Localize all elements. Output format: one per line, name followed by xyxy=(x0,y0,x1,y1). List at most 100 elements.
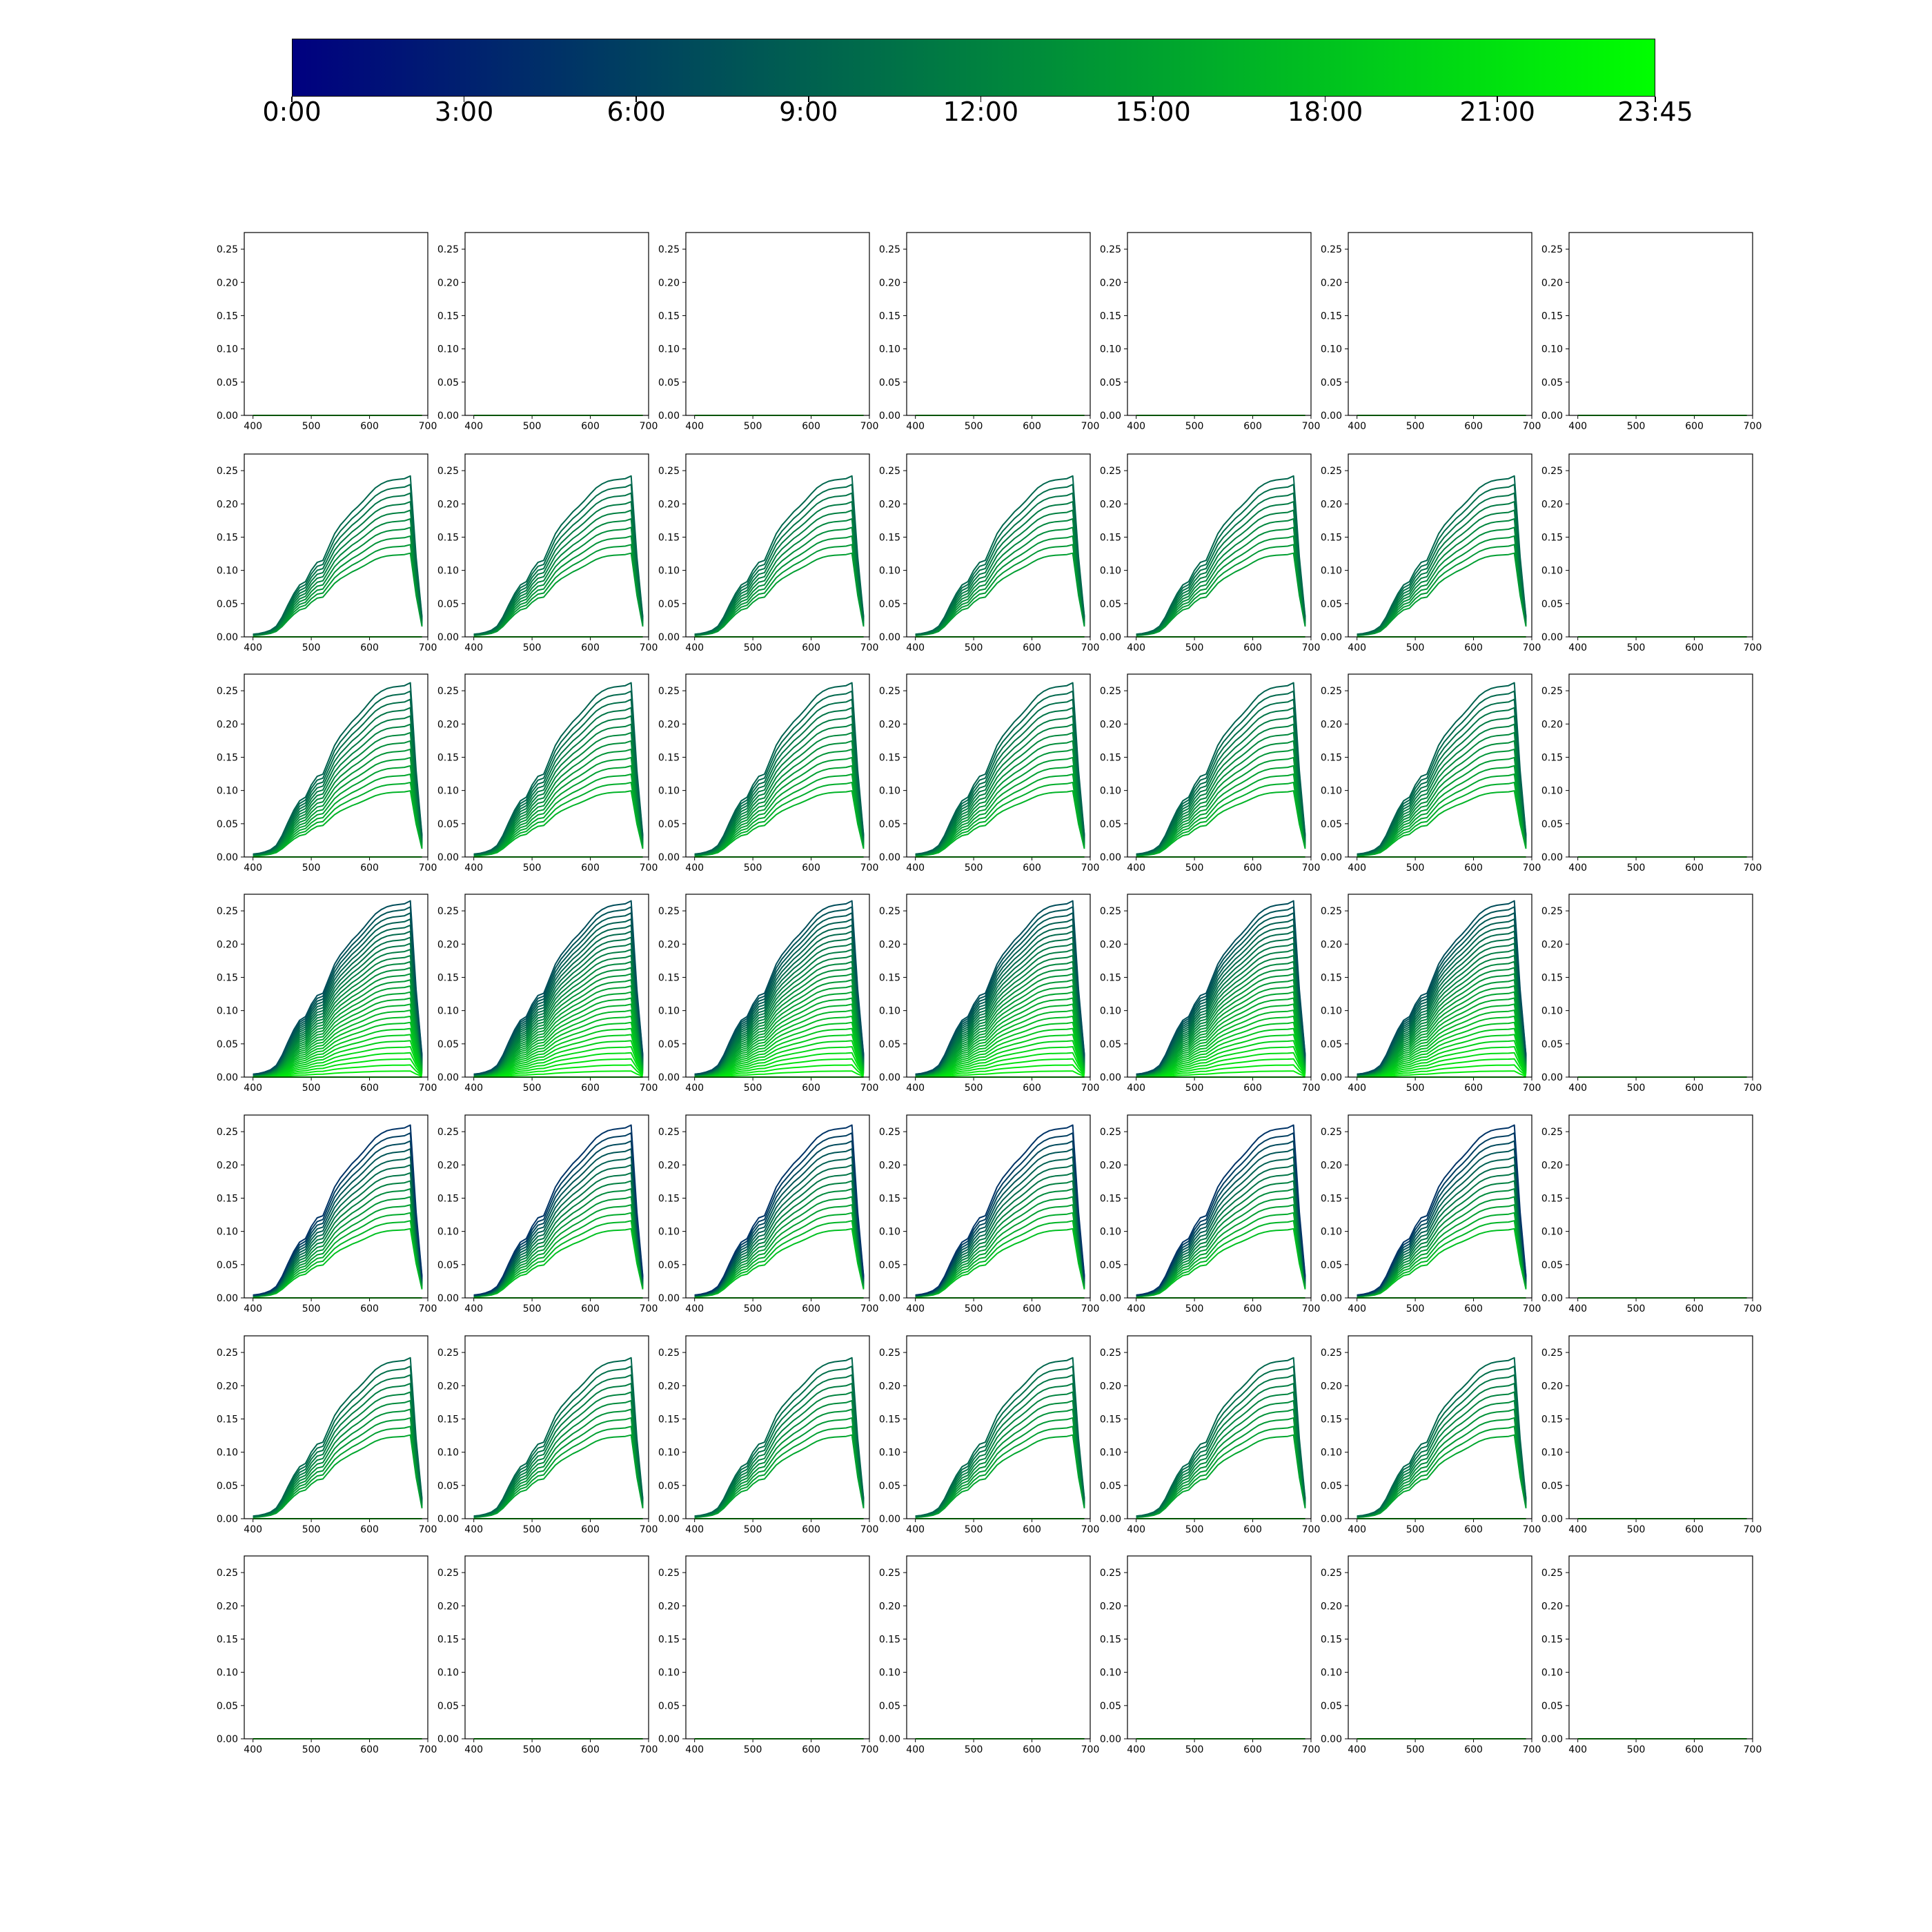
y-tick-label: 0.25 xyxy=(217,1568,238,1579)
x-tick-label: 700 xyxy=(860,1303,879,1314)
y-tick-label: 0.15 xyxy=(658,972,680,983)
y-tick-label: 0.05 xyxy=(658,1481,680,1492)
panel: 0.00 0.05 0.10 0.15 0.20 0.25 400 500 600 700 xyxy=(879,1114,1100,1314)
y-tick-label: 0.10 xyxy=(1100,786,1121,797)
x-tick-label: 500 xyxy=(744,1744,762,1755)
x-tick-label: 700 xyxy=(1081,1303,1100,1314)
x-tick-label: 500 xyxy=(744,642,762,653)
panel: 0.00 0.05 0.10 0.15 0.20 0.25 400 500 600 700 xyxy=(658,1555,878,1755)
colorbar-tick-label: 18:00 xyxy=(1287,97,1363,127)
series-line xyxy=(1357,900,1527,1075)
colorbar-tick xyxy=(1324,97,1326,102)
x-tick-label: 600 xyxy=(581,642,600,653)
series-line xyxy=(473,1156,644,1297)
x-tick-label: 400 xyxy=(464,1083,483,1094)
panel-frame xyxy=(906,673,1091,858)
x-tick-label: 700 xyxy=(1302,862,1321,874)
panel: 0.00 0.05 0.10 0.15 0.20 0.25 400 500 600 700 xyxy=(217,894,437,1094)
y-tick-label: 0.25 xyxy=(879,1568,900,1579)
y-tick-label: 0.05 xyxy=(879,1260,900,1271)
y-tick-label: 0.05 xyxy=(217,1481,238,1492)
y-tick-label: 0.05 xyxy=(1100,1039,1121,1050)
series-line xyxy=(1136,1188,1306,1297)
y-tick-label: 0.20 xyxy=(1541,1160,1563,1171)
y-tick-label: 0.00 xyxy=(217,411,238,422)
y-tick-label: 0.05 xyxy=(217,1039,238,1050)
y-tick-label: 0.10 xyxy=(658,1668,680,1679)
series-line xyxy=(1136,1366,1306,1517)
colorbar-tick-label: 12:00 xyxy=(943,97,1019,127)
x-tick-label: 500 xyxy=(1627,1083,1646,1094)
x-tick-label: 600 xyxy=(360,1303,379,1314)
y-tick-label: 0.25 xyxy=(217,686,238,697)
x-tick-label: 600 xyxy=(1023,1524,1041,1535)
series-line xyxy=(694,1357,865,1517)
x-tick-label: 400 xyxy=(1348,1744,1366,1755)
y-tick-label: 0.05 xyxy=(879,1481,900,1492)
y-tick-label: 0.10 xyxy=(217,1227,238,1238)
series-line xyxy=(915,475,1085,635)
x-tick-label: 700 xyxy=(1744,642,1762,653)
series-line xyxy=(694,707,865,856)
y-tick-label: 0.10 xyxy=(1321,1006,1342,1017)
y-tick-label: 0.20 xyxy=(1541,1381,1563,1392)
x-tick-label: 500 xyxy=(1627,862,1646,874)
x-tick-label: 500 xyxy=(1185,1303,1204,1314)
y-tick-label: 0.00 xyxy=(1321,1514,1342,1525)
x-tick-label: 600 xyxy=(1464,1524,1483,1535)
y-tick-label: 0.00 xyxy=(879,852,900,863)
panel: 0.00 0.05 0.10 0.15 0.20 0.25 400 500 600 700 xyxy=(1100,453,1320,653)
panel: 0.00 0.05 0.10 0.15 0.20 0.25 400 500 600 700 xyxy=(1100,894,1320,1094)
panel-frame xyxy=(1568,453,1753,638)
panel: 0.00 0.05 0.10 0.15 0.20 0.25 400 500 600 700 xyxy=(1100,1335,1320,1535)
series-line xyxy=(473,690,644,855)
y-tick-label: 0.00 xyxy=(1321,1072,1342,1083)
panel: 0.00 0.05 0.10 0.15 0.20 0.25 400 500 600 700 xyxy=(1321,894,1541,1094)
y-tick-label: 0.25 xyxy=(217,244,238,255)
y-tick-label: 0.20 xyxy=(1541,499,1563,510)
x-tick-label: 400 xyxy=(1127,1744,1145,1755)
x-tick-label: 600 xyxy=(1464,1303,1483,1314)
y-tick-label: 0.00 xyxy=(658,852,680,863)
x-tick-label: 400 xyxy=(906,421,925,432)
series-line xyxy=(1357,1124,1527,1296)
y-tick-label: 0.15 xyxy=(217,532,238,543)
series-line xyxy=(1136,1434,1306,1518)
y-tick-label: 0.15 xyxy=(658,1634,680,1645)
y-tick-label: 0.15 xyxy=(217,310,238,322)
y-tick-label: 0.00 xyxy=(879,632,900,643)
y-tick-label: 0.10 xyxy=(437,1006,459,1017)
panel: 0.00 0.05 0.10 0.15 0.20 0.25 400 500 600 700 xyxy=(217,673,437,874)
series-line xyxy=(473,773,644,856)
x-tick-label: 400 xyxy=(244,1524,262,1535)
x-tick-label: 400 xyxy=(1127,642,1145,653)
y-tick-label: 0.15 xyxy=(437,310,459,322)
panel: 0.00 0.05 0.10 0.15 0.20 0.25 400 500 600 700 xyxy=(1541,1335,1762,1535)
y-tick-label: 0.10 xyxy=(1541,786,1563,797)
x-tick-label: 500 xyxy=(1406,642,1425,653)
series-line xyxy=(915,782,1085,857)
panel-frame xyxy=(1568,894,1753,1078)
panel-frame xyxy=(244,453,428,638)
y-tick-label: 0.05 xyxy=(1541,1039,1563,1050)
panel-frame xyxy=(464,1555,649,1739)
x-tick-label: 500 xyxy=(1627,642,1646,653)
x-tick-label: 400 xyxy=(685,642,704,653)
panel: 0.00 0.05 0.10 0.15 0.20 0.25 400 500 600 700 xyxy=(1541,232,1762,432)
y-tick-label: 0.25 xyxy=(437,244,459,255)
y-tick-label: 0.15 xyxy=(1321,532,1342,543)
x-tick-label: 700 xyxy=(1523,1744,1541,1755)
panel: 0.00 0.05 0.10 0.15 0.20 0.25 400 500 600 700 xyxy=(879,453,1099,653)
series-line xyxy=(1136,1228,1306,1298)
x-tick-label: 600 xyxy=(1243,862,1262,874)
series-line xyxy=(694,1140,865,1297)
series-line xyxy=(473,1417,644,1518)
y-tick-label: 0.20 xyxy=(658,719,680,730)
series-line xyxy=(1136,773,1306,856)
y-tick-label: 0.20 xyxy=(1321,277,1342,288)
panel: 0.00 0.05 0.10 0.15 0.20 0.25 400 500 600 700 xyxy=(1541,453,1762,653)
panel: 0.00 0.05 0.10 0.15 0.20 0.25 400 500 600 700 xyxy=(658,894,878,1094)
series-line xyxy=(915,484,1085,635)
panel-frame xyxy=(1348,673,1532,858)
